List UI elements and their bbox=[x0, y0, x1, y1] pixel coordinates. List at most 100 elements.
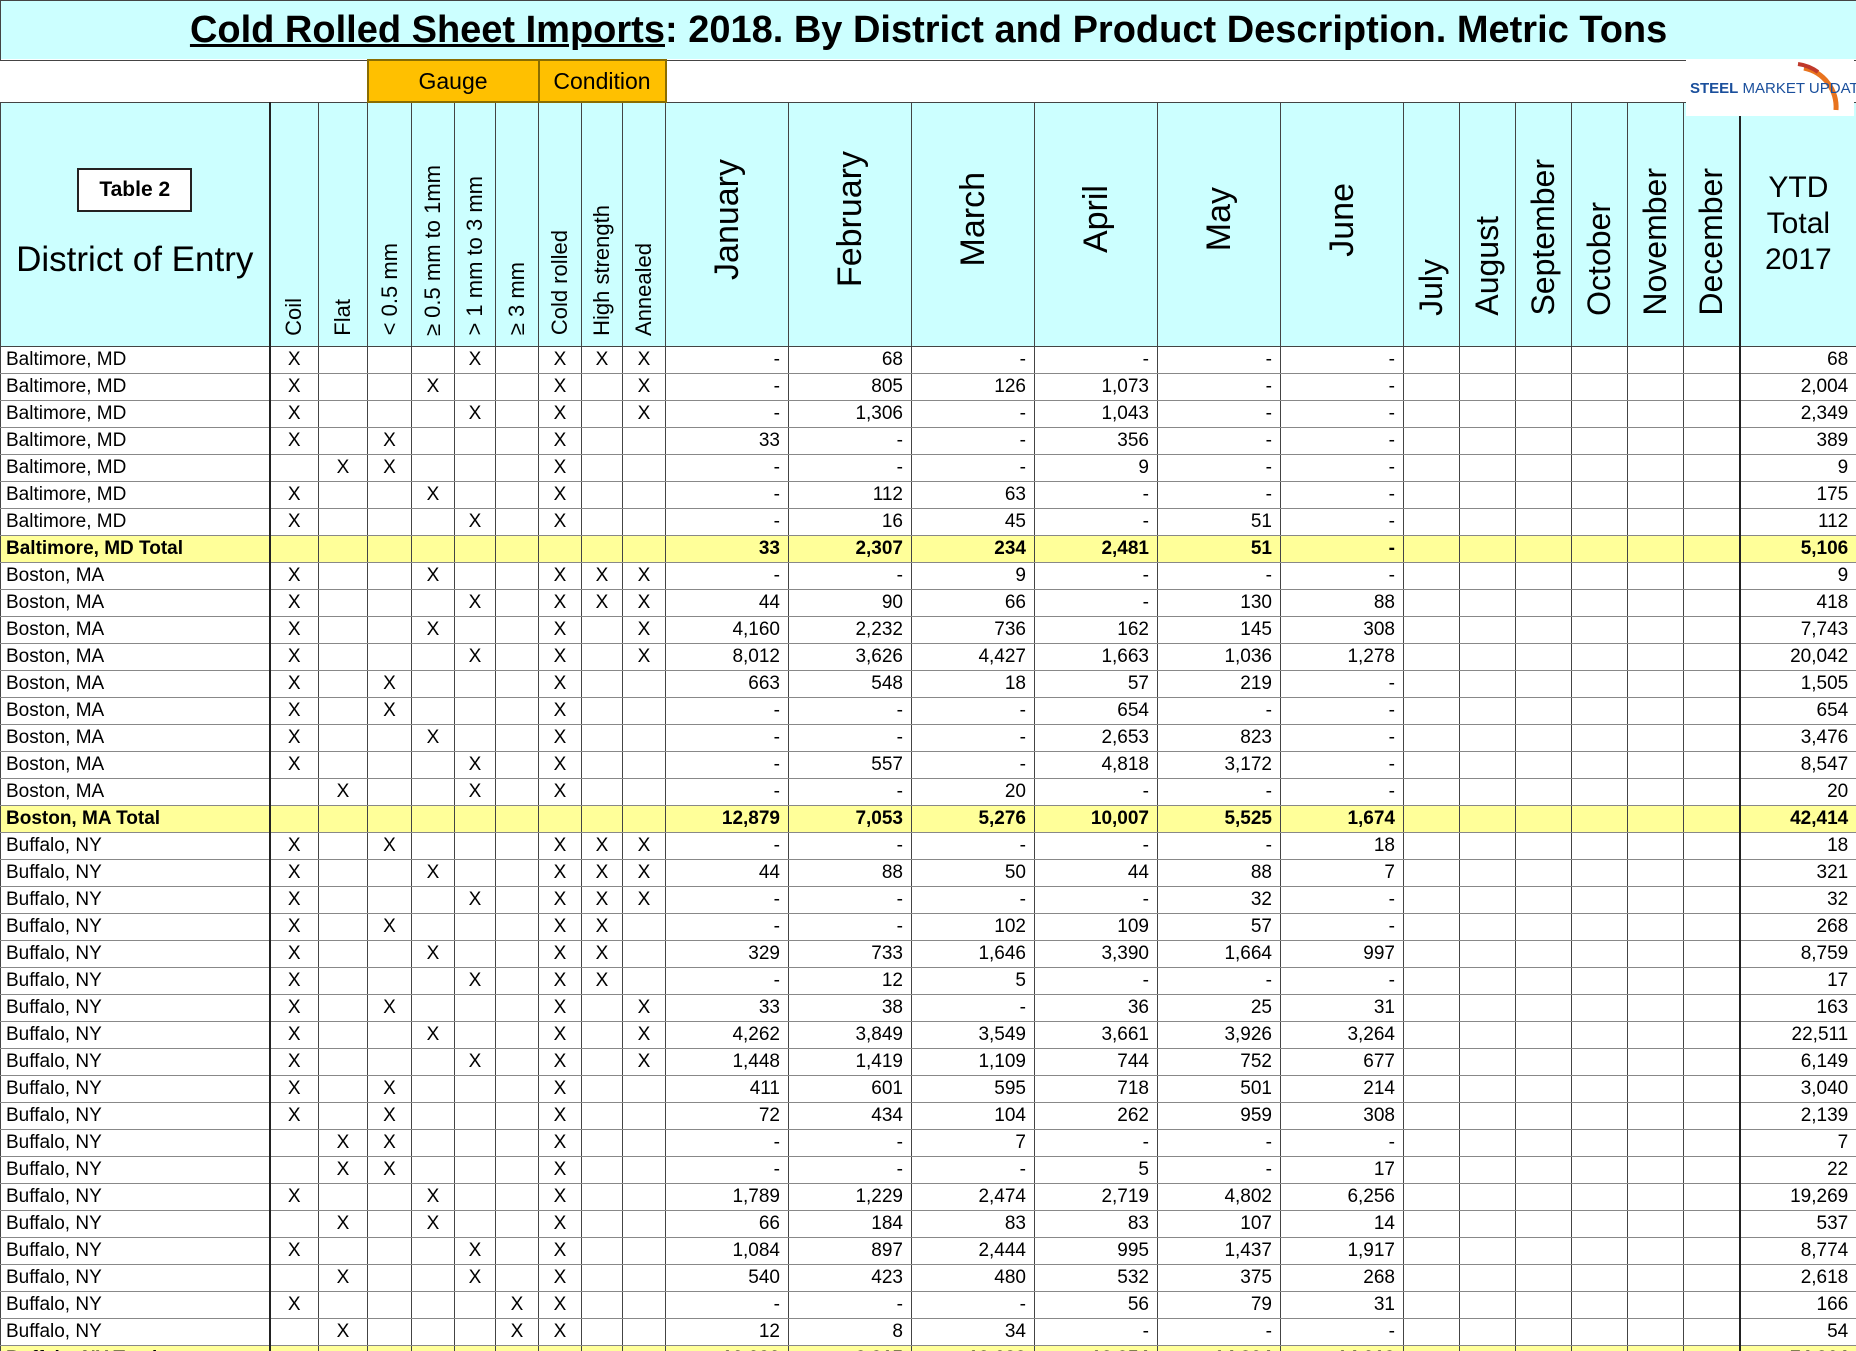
flag-cell: X bbox=[411, 561, 455, 590]
flag-cell: X bbox=[538, 372, 582, 401]
value-cell: - bbox=[1280, 453, 1404, 482]
flag-cell bbox=[269, 804, 319, 833]
value-cell bbox=[1459, 615, 1516, 644]
flag-cell bbox=[495, 804, 539, 833]
flag-cell: X bbox=[367, 669, 412, 698]
flag-cell bbox=[581, 1263, 623, 1292]
value-cell bbox=[1515, 750, 1572, 779]
column-header: YTD Total 2017 bbox=[1738, 101, 1856, 347]
flag-cell bbox=[367, 723, 412, 752]
flag-cell: X bbox=[538, 966, 582, 995]
value-cell bbox=[1459, 345, 1516, 374]
value-cell bbox=[1459, 372, 1516, 401]
value-cell bbox=[1571, 1047, 1628, 1076]
flag-cell bbox=[411, 750, 455, 779]
flag-cell bbox=[367, 1317, 412, 1346]
flag-cell: X bbox=[538, 507, 582, 536]
column-header: < 0.5 mm bbox=[367, 101, 412, 347]
value-cell bbox=[1571, 1020, 1628, 1049]
flag-cell bbox=[622, 750, 666, 779]
flag-cell: X bbox=[411, 939, 455, 968]
flag-cell bbox=[411, 588, 455, 617]
value-cell bbox=[1459, 534, 1516, 563]
flag-cell bbox=[495, 534, 539, 563]
value-cell: 38 bbox=[788, 993, 912, 1022]
value-cell bbox=[1459, 696, 1516, 725]
value-cell: 72 bbox=[665, 1101, 789, 1130]
flag-cell bbox=[318, 1101, 368, 1130]
district-cell: Boston, MA bbox=[0, 723, 271, 752]
value-cell bbox=[1627, 534, 1684, 563]
flag-cell bbox=[454, 804, 496, 833]
flag-cell bbox=[318, 993, 368, 1022]
title-cell: Cold Rolled Sheet Imports: 2018. By Dist… bbox=[0, 0, 1856, 61]
flag-cell: X bbox=[454, 777, 496, 806]
value-cell bbox=[1403, 885, 1460, 914]
value-cell bbox=[1627, 1290, 1684, 1319]
flag-cell bbox=[581, 1290, 623, 1319]
value-cell: 18 bbox=[1280, 831, 1404, 860]
value-cell bbox=[1683, 885, 1740, 914]
flag-cell: X bbox=[269, 480, 319, 509]
flag-cell bbox=[454, 1074, 496, 1103]
column-header: November bbox=[1627, 101, 1684, 347]
value-cell: 83 bbox=[1034, 1209, 1158, 1238]
value-cell: 2,307 bbox=[788, 534, 912, 563]
value-cell: - bbox=[665, 480, 789, 509]
value-cell bbox=[1459, 939, 1516, 968]
flag-cell: X bbox=[538, 1290, 582, 1319]
value-cell: 540 bbox=[665, 1263, 789, 1292]
column-header-text: August bbox=[1469, 215, 1505, 316]
flag-cell bbox=[411, 1101, 455, 1130]
column-header-text: September bbox=[1525, 158, 1561, 316]
value-cell bbox=[1571, 885, 1628, 914]
value-cell bbox=[1403, 1209, 1460, 1238]
flag-cell bbox=[581, 642, 623, 671]
flag-cell: X bbox=[411, 858, 455, 887]
data-row: Buffalo, NY X X X X -12 5- - -17 bbox=[0, 966, 1856, 995]
value-cell bbox=[1459, 507, 1516, 536]
value-cell bbox=[1571, 777, 1628, 806]
district-cell: Boston, MA bbox=[0, 615, 271, 644]
value-cell: - bbox=[665, 912, 789, 941]
flag-cell bbox=[367, 1263, 412, 1292]
data-row: Baltimore, MD X X X X -805 126 1,073- -2,004 bbox=[0, 372, 1856, 401]
value-cell bbox=[1459, 885, 1516, 914]
flag-cell bbox=[581, 399, 623, 428]
value-cell: 234 bbox=[911, 534, 1035, 563]
value-cell bbox=[1515, 696, 1572, 725]
value-cell: 548 bbox=[788, 669, 912, 698]
value-cell: - bbox=[1157, 1155, 1281, 1184]
flag-cell: X bbox=[538, 1182, 582, 1211]
value-cell bbox=[1515, 642, 1572, 671]
flag-cell bbox=[367, 750, 412, 779]
value-cell: - bbox=[1157, 696, 1281, 725]
value-cell: 31 bbox=[1280, 993, 1404, 1022]
flag-cell: X bbox=[538, 426, 582, 455]
flag-cell: X bbox=[269, 372, 319, 401]
value-cell bbox=[1683, 777, 1740, 806]
flag-cell bbox=[411, 642, 455, 671]
value-cell: - bbox=[1157, 453, 1281, 482]
flag-cell bbox=[411, 777, 455, 806]
value-cell bbox=[1403, 1182, 1460, 1211]
value-cell: 677 bbox=[1280, 1047, 1404, 1076]
district-cell: Buffalo, NY bbox=[0, 885, 271, 914]
flag-cell bbox=[495, 588, 539, 617]
value-cell bbox=[1515, 777, 1572, 806]
flag-cell: X bbox=[269, 696, 319, 725]
flag-cell bbox=[318, 858, 368, 887]
value-cell bbox=[1515, 345, 1572, 374]
value-cell: - bbox=[665, 831, 789, 860]
value-cell: 1,043 bbox=[1034, 399, 1158, 428]
flag-cell: X bbox=[269, 588, 319, 617]
value-cell: 4,160 bbox=[665, 615, 789, 644]
value-cell bbox=[1627, 723, 1684, 752]
value-cell: - bbox=[1157, 372, 1281, 401]
flag-cell bbox=[454, 426, 496, 455]
flag-cell bbox=[269, 453, 319, 482]
flag-cell bbox=[318, 831, 368, 860]
flag-cell bbox=[495, 372, 539, 401]
data-row: Buffalo, NY X X X X X - - - - -18 18 bbox=[0, 831, 1856, 860]
